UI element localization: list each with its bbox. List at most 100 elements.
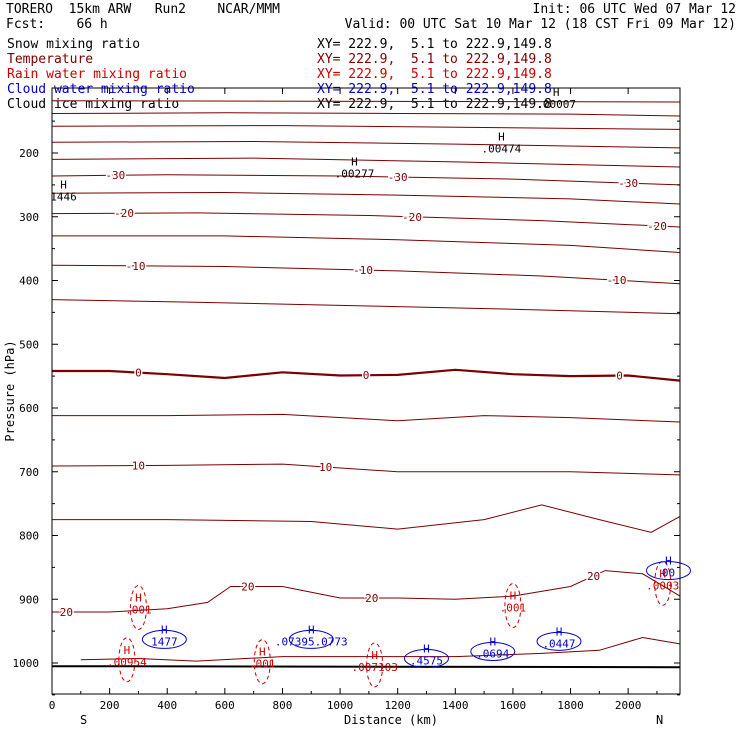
x-axis-right-end: N (656, 713, 663, 727)
x-tick-label: 2000 (615, 699, 642, 712)
hydrometeor-contour (645, 561, 691, 581)
temperature-contour-label: -30 (618, 177, 638, 190)
hydrometeor-contour (118, 637, 136, 683)
x-tick-label: 1600 (500, 699, 527, 712)
max-value-label: 1477 (151, 635, 178, 648)
hydrometeor-contour (536, 631, 582, 651)
x-tick-label: 1000 (327, 699, 354, 712)
legend-entry-xy: XY= 222.9, 5.1 to 222.9,149.8 (317, 37, 552, 52)
max-value-label: .07395.0773 (275, 635, 348, 648)
hydrometeor-contour (403, 649, 449, 669)
max-value-label: .00474 (482, 143, 522, 156)
hydrometeor-contour (366, 642, 384, 688)
hydrometeor-contour (141, 629, 187, 649)
temperature-contour-line (51, 100, 681, 103)
max-value-label: .001 (500, 602, 527, 615)
temperature-contour-line (52, 368, 681, 382)
max-marker: H (553, 86, 560, 99)
temperature-contour-line (52, 570, 681, 613)
max-marker: H (60, 178, 67, 191)
max-value-label: .001 (125, 604, 152, 617)
max-marker: H (135, 592, 142, 605)
temperature-contour-label: 0 (616, 370, 623, 383)
temperature-contour-label: 0 (363, 369, 370, 382)
temperature-contour-line (80, 636, 681, 662)
max-marker: H (498, 131, 505, 144)
temperature-contour-line (51, 112, 681, 117)
legend-entry-xy: XY= 222.9, 5.1 to 222.9,149.8 (317, 52, 552, 67)
temperature-contour-label: -10 (353, 264, 373, 277)
plot-frame (51, 87, 681, 695)
max-value-label: 00 (662, 567, 675, 580)
max-marker: H (510, 590, 517, 603)
temperature-contour-line (51, 264, 681, 285)
y-axis-label: Pressure (hPa) (3, 340, 17, 441)
y-tick-label: 600 (19, 402, 39, 415)
y-tick-label: 700 (19, 466, 39, 479)
hydrometeor-contour (470, 642, 516, 662)
max-marker: H (351, 155, 358, 168)
temperature-contour-label: 10 (319, 461, 332, 474)
header-line1-right: Init: 06 UTC Wed 07 Mar 12 (532, 2, 737, 17)
temperature-contour-label: -10 (607, 274, 627, 287)
x-tick-label: 800 (273, 699, 293, 712)
temperature-contour-label: -20 (402, 211, 422, 224)
max-marker: H (371, 649, 378, 662)
hydrometeor-contour (129, 585, 147, 631)
temperature-contour-line (51, 174, 681, 186)
temperature-contour-label: -20 (114, 207, 134, 220)
hydrometeor-contour (504, 583, 522, 629)
temperature-contour-label: 20 (365, 592, 378, 605)
y-tick-label: 800 (19, 530, 39, 543)
temperature-contour-label: -20 (647, 220, 667, 233)
max-marker: H (489, 636, 496, 649)
temperature-contour-line (52, 235, 681, 253)
x-tick-label: 400 (157, 699, 177, 712)
temperature-contour-label: 20 (241, 581, 254, 594)
temperature-contour-label: 20 (587, 570, 600, 583)
max-value-label: .001 (249, 658, 276, 671)
max-value-label: .4575 (410, 655, 443, 668)
max-marker: H (161, 623, 168, 636)
legend-entry-name: Temperature (7, 52, 94, 67)
legend-entry-xy: XY= 222.9, 5.1 to 222.9,149.8 (317, 67, 552, 82)
max-value-label: .00277 (335, 167, 375, 180)
temperature-contour-line (51, 140, 681, 149)
max-value-label: .00954 (107, 656, 147, 669)
y-tick-label: 400 (19, 275, 39, 288)
legend-entry-name: Snow mixing ratio (7, 37, 141, 52)
temperature-contour-label: -10 (126, 260, 146, 273)
max-marker: H (665, 555, 672, 568)
legend-entry-name: Rain water mixing ratio (7, 67, 188, 82)
temperature-contour-line (51, 191, 681, 205)
y-tick-label: 300 (19, 211, 39, 224)
legend-entry-xy: XY= 222.9, 5.1 to 222.9,149.8 (317, 82, 552, 97)
header-line2-right: Valid: 00 UTC Sat 10 Mar 12 (18 CST Fri … (344, 17, 736, 32)
max-marker: H (308, 623, 315, 636)
header-line1-left: TORERO 15km ARW Run2 NCAR/MMM (6, 2, 280, 17)
temperature-contour-line (51, 125, 681, 130)
max-value-label: .00007 (536, 98, 576, 111)
temperature-contour-label: -30 (388, 171, 408, 184)
temperature-contour-label: -30 (105, 169, 125, 182)
y-tick-label: 1000 (13, 657, 40, 670)
temperature-contour-label: 0 (135, 367, 142, 380)
x-tick-label: 1800 (557, 699, 584, 712)
max-marker: H (556, 625, 563, 638)
temperature-contour-line (52, 504, 681, 533)
x-tick-label: 200 (100, 699, 120, 712)
legend-entry-xy: XY= 222.9, 5.1 to 222.9,149.8 (317, 97, 552, 112)
x-tick-label: 1400 (442, 699, 469, 712)
max-value-label: .0694 (476, 648, 509, 661)
terrain-surface-line (51, 665, 681, 669)
y-tick-label: 200 (19, 147, 39, 160)
max-marker: H (659, 567, 666, 580)
temperature-contour-label: 20 (60, 606, 73, 619)
max-marker: H (259, 646, 266, 659)
x-tick-label: 600 (215, 699, 235, 712)
legend-entry-name: Cloud water mixing ratio (7, 82, 195, 97)
temperature-contour-line (51, 299, 681, 315)
hydrometeor-contour (253, 639, 271, 685)
temperature-contour-line (51, 157, 681, 168)
